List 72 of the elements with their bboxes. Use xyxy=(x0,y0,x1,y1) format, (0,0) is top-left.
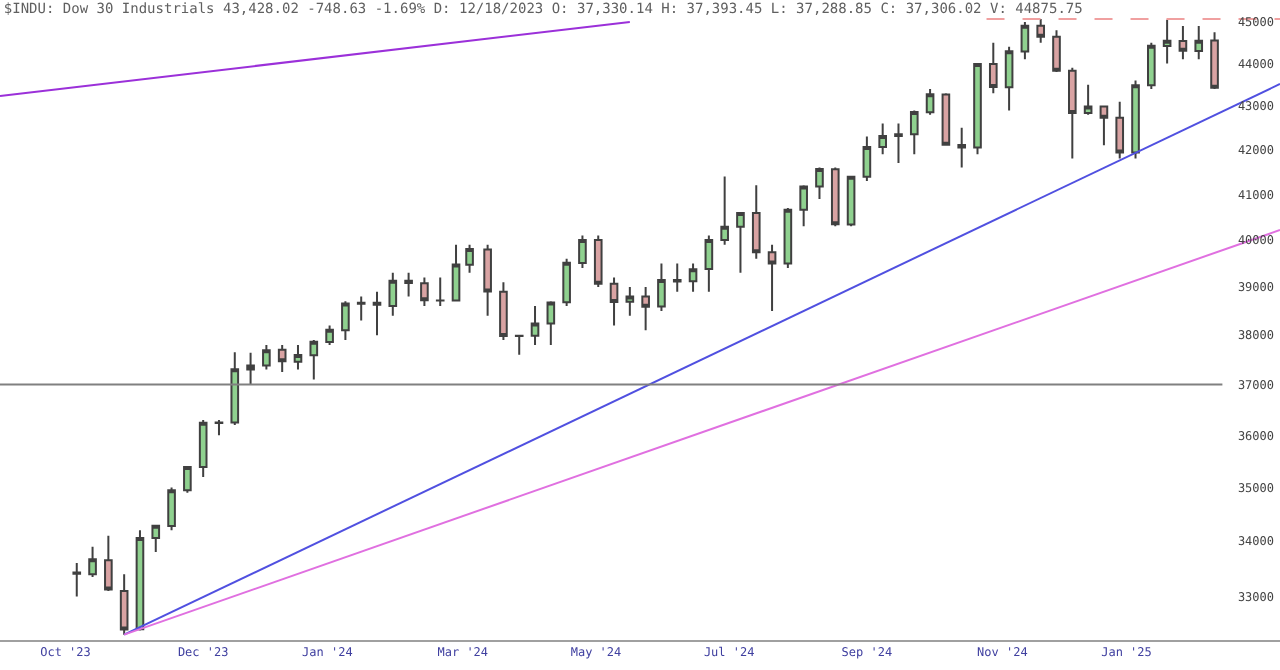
candlestick xyxy=(862,135,872,182)
candlestick xyxy=(151,523,161,554)
candlestick xyxy=(1068,66,1077,160)
candlestick xyxy=(704,234,714,293)
candlestick xyxy=(72,562,82,598)
candlestick xyxy=(514,334,524,356)
candlestick xyxy=(214,418,224,437)
candlestick xyxy=(309,339,319,381)
candlestick xyxy=(878,122,887,156)
candlestick xyxy=(435,276,445,308)
candlestick xyxy=(183,465,192,494)
candlestick xyxy=(767,243,777,312)
candlestick xyxy=(830,166,840,228)
candlestick xyxy=(420,276,429,308)
candlestick xyxy=(388,271,398,317)
candlestick xyxy=(578,234,587,270)
candlestick xyxy=(846,175,856,228)
candlestick xyxy=(546,300,556,346)
candlestick xyxy=(562,257,571,308)
candlestick xyxy=(1052,29,1061,73)
candlestick xyxy=(372,290,382,337)
candlestick xyxy=(973,62,982,156)
candlestick xyxy=(1131,79,1140,160)
candlestick xyxy=(925,88,935,116)
candlestick xyxy=(736,211,745,274)
candlestick xyxy=(720,175,729,246)
candlestick xyxy=(167,486,176,532)
candlestick xyxy=(815,166,824,200)
candlestick xyxy=(751,184,761,260)
candlestick xyxy=(325,324,334,346)
candlestick xyxy=(909,109,919,156)
candlestick xyxy=(593,234,603,289)
candlestick xyxy=(957,126,967,169)
candlestick xyxy=(657,262,666,312)
candlestick xyxy=(672,262,682,293)
candlestick xyxy=(609,276,619,327)
candlestick xyxy=(277,343,287,374)
candlestick xyxy=(293,343,303,371)
candlestick xyxy=(1036,17,1046,44)
candlestick xyxy=(1115,100,1125,160)
candlestick xyxy=(799,184,808,228)
candlestick xyxy=(1162,18,1172,65)
candlestick xyxy=(246,351,255,386)
candlestick xyxy=(1099,105,1109,147)
candlestick xyxy=(1147,41,1156,90)
candlestick xyxy=(451,243,461,303)
candlestick xyxy=(465,243,474,274)
candlestick xyxy=(404,271,413,298)
candlestick xyxy=(641,286,650,332)
candlestick xyxy=(499,281,508,342)
candlestick xyxy=(530,305,540,346)
candlestick xyxy=(1194,25,1204,61)
candlestick xyxy=(88,545,97,578)
candlestick xyxy=(1210,31,1219,90)
candlestick xyxy=(230,351,240,427)
candlestick xyxy=(1004,45,1014,112)
candlestick xyxy=(894,122,903,165)
candlestick xyxy=(198,418,208,478)
candlestick xyxy=(262,343,271,371)
candlestick xyxy=(483,243,492,317)
candlestick xyxy=(356,295,366,322)
candlestick xyxy=(688,262,698,293)
candlestick xyxy=(341,300,350,342)
candlestick xyxy=(988,41,998,95)
candlestick xyxy=(783,206,793,270)
candlestick xyxy=(104,534,113,592)
candlestick xyxy=(1178,25,1188,61)
candlestick xyxy=(1020,20,1030,61)
candlestick xyxy=(625,286,635,317)
candlestick xyxy=(941,92,951,147)
candlestick xyxy=(1083,83,1093,116)
candlestick xyxy=(119,573,129,636)
